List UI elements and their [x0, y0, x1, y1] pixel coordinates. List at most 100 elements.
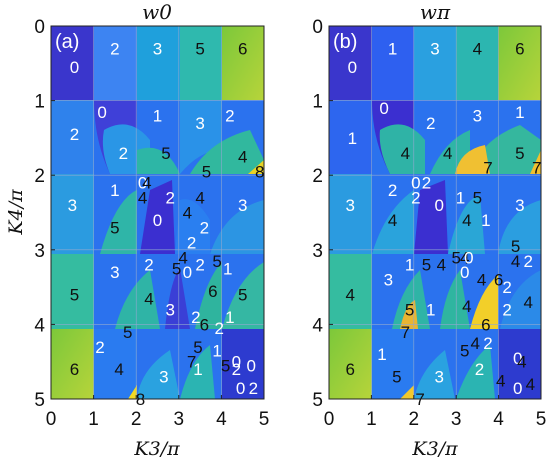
- region: [137, 147, 180, 174]
- cell-value-label: 0: [379, 99, 388, 118]
- y-ticks-wpi: 0 1 2 3 4 5: [312, 17, 333, 411]
- cell-value-label: 3: [153, 39, 162, 58]
- x-ticks-wpi: 0 1 2 3 4 5: [324, 395, 546, 430]
- cell-value-label: 1: [405, 256, 414, 275]
- cell-value-label: 5: [238, 286, 247, 305]
- region: [94, 329, 137, 399]
- cell-value-label: 5: [202, 162, 211, 181]
- x-tick-label: 1: [88, 409, 99, 430]
- region: [400, 385, 414, 399]
- cell-value-label: 6: [70, 360, 79, 379]
- region: [175, 199, 210, 254]
- cell-value-label: 0: [246, 356, 255, 375]
- x-tick-label: 5: [259, 409, 270, 430]
- cell-value-label: 0: [236, 379, 245, 398]
- heatmap-w0: [51, 26, 264, 399]
- cell-value-label: 2: [166, 189, 175, 208]
- cell-value-label: 3: [159, 368, 168, 387]
- cell-value-label: 4: [144, 289, 153, 308]
- region: [180, 26, 222, 100]
- cell-value-label: 2: [426, 114, 435, 133]
- cell-value-label: 1: [515, 103, 524, 122]
- region: [51, 174, 94, 254]
- region: [51, 329, 94, 399]
- cell-value-label: 3: [430, 39, 439, 58]
- cell-value-label: 6: [515, 39, 524, 58]
- y-tick-label: 3: [34, 241, 45, 262]
- cell-value-label: 2: [232, 360, 241, 379]
- cell-value-label: 4: [473, 39, 482, 58]
- cell-value-label: 2: [388, 181, 397, 200]
- cell-value-label: 4: [138, 189, 147, 208]
- region: [440, 270, 470, 329]
- cell-value-label: 2: [119, 144, 128, 163]
- cell-value-label: 0: [232, 353, 241, 372]
- cell-value-label: 4: [524, 293, 533, 312]
- panel-w0: w0: [5, 0, 269, 460]
- cell-value-label: 2: [215, 319, 224, 338]
- region: [51, 26, 94, 100]
- cell-value-label: 5: [212, 252, 221, 271]
- cell-value-label: 6: [200, 315, 209, 334]
- cell-value-label: 3: [195, 114, 204, 133]
- cell-value-label: 1: [212, 342, 221, 361]
- cell-value-label: 0: [464, 248, 473, 267]
- cell-value-label: 6: [494, 271, 503, 290]
- cell-value-label: 1: [193, 360, 202, 379]
- cell-value-label: 3: [166, 300, 175, 319]
- cell-value-label: 2: [483, 334, 492, 353]
- y-tick-label: 1: [312, 92, 323, 113]
- region: [329, 254, 372, 329]
- cell-value-label: 4: [195, 189, 204, 208]
- cell-value-label: 0: [460, 263, 469, 282]
- cell-value-label: 0: [97, 103, 106, 122]
- region: [456, 26, 498, 100]
- x-tick-label: 0: [324, 409, 335, 430]
- cell-value-label: 2: [502, 300, 511, 319]
- cell-value-label: 0: [411, 174, 420, 193]
- cell-value-label: 1: [153, 107, 162, 126]
- cell-value-label: 4: [511, 252, 520, 271]
- cell-value-label: 4: [462, 211, 471, 230]
- cell-value-label: 1: [348, 129, 357, 148]
- cell-value-label: 0: [70, 58, 79, 77]
- cell-value-label: 0: [435, 196, 444, 215]
- region: [392, 270, 430, 329]
- region: [195, 262, 222, 329]
- cell-value-label: 3: [345, 196, 354, 215]
- cell-value-label: 3: [515, 196, 524, 215]
- cell-value-label: 2: [502, 278, 511, 297]
- cell-value-label: 4: [183, 204, 192, 223]
- region: [530, 150, 541, 174]
- cell-value-label: 4: [178, 248, 187, 267]
- region: [137, 26, 180, 100]
- cell-value-label: 5: [405, 300, 414, 319]
- y-tick-label: 2: [312, 166, 323, 187]
- cell-value-label: 0: [348, 58, 357, 77]
- region: [455, 145, 490, 174]
- cell-value-label: 4: [517, 353, 526, 372]
- cell-value-label: 2: [70, 125, 79, 144]
- cell-value-label: 6: [238, 39, 247, 58]
- region: [140, 180, 175, 254]
- cell-value-label: 4: [388, 211, 397, 230]
- cell-value-label: 1: [456, 189, 465, 208]
- x-axis-label-wpi: K3/π: [411, 438, 458, 460]
- cell-value-label: 6: [208, 282, 217, 301]
- cell-value-label: 0: [153, 211, 162, 230]
- x-tick-label: 2: [131, 409, 142, 430]
- cell-value-label: 3: [238, 196, 247, 215]
- cell-value-label: 1: [225, 308, 234, 327]
- cell-value-label: 0: [138, 174, 147, 193]
- cell-value-label: 2: [524, 252, 533, 271]
- cell-value-label: 2: [249, 379, 258, 398]
- y-tick-label: 3: [312, 241, 323, 262]
- cell-value-label: 2: [225, 107, 234, 126]
- region: [448, 195, 485, 254]
- y-ticks-w0: 0 1 2 3 4 5: [34, 17, 55, 411]
- plot-frame: [50, 25, 265, 400]
- region: [498, 200, 541, 254]
